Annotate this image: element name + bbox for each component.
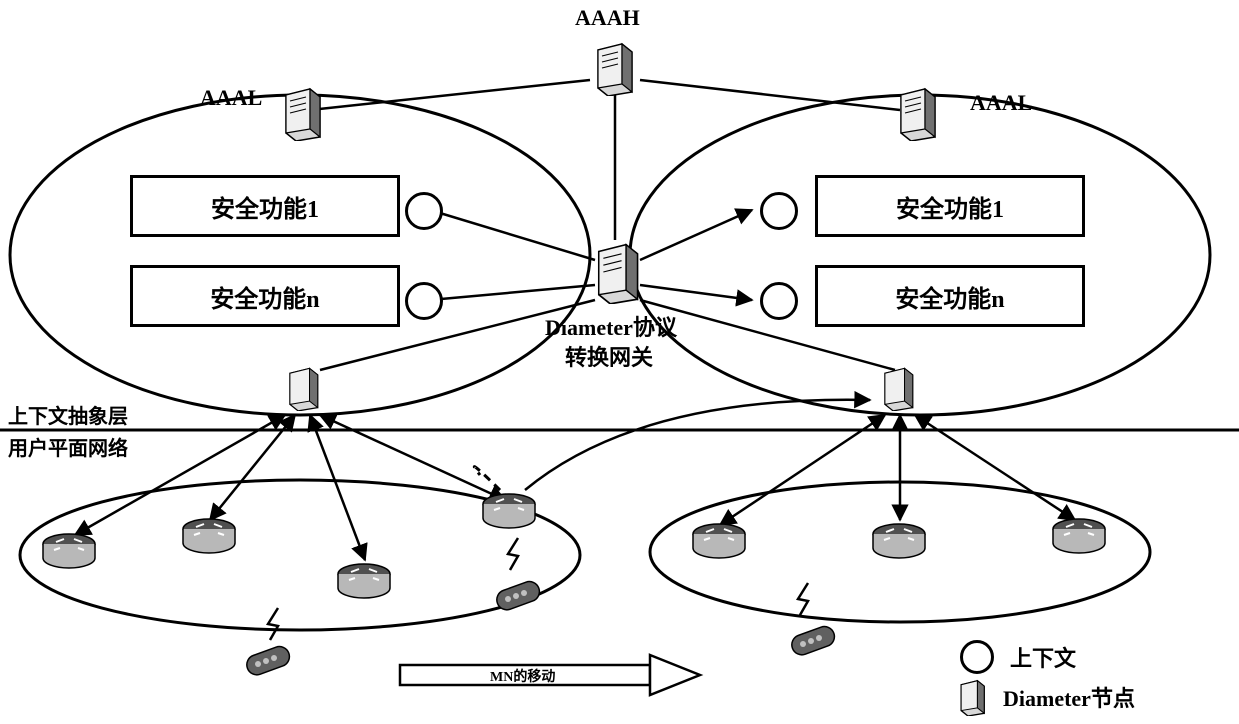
context-circle-l1 (405, 192, 443, 230)
sec-func-1-right: 安全功能1 (815, 175, 1085, 237)
layer-bottom-label: 用户平面网络 (8, 432, 128, 461)
server-icon-aaah (592, 40, 636, 96)
context-circle-l2 (405, 282, 443, 320)
aaal-right-label: AAAL (970, 90, 1032, 116)
router-icon (180, 515, 238, 557)
context-circle-r2 (760, 282, 798, 320)
router-icon (690, 520, 748, 562)
phone-icon (490, 575, 550, 615)
router-icon (480, 490, 538, 532)
router-icon (1050, 515, 1108, 557)
gateway-label-1: Diameter协议 (545, 310, 677, 342)
legend-context-label: 上下文 (1010, 641, 1076, 673)
sec-func-n-right: 安全功能n (815, 265, 1085, 327)
legend-server-icon (957, 678, 987, 716)
server-icon-left-node (285, 365, 321, 411)
legend-context: 上下文 (960, 640, 1076, 674)
server-icon-aaal-right (895, 85, 939, 141)
router-icon (870, 520, 928, 562)
sec-func-1-right-text: 安全功能1 (896, 189, 1004, 224)
sec-func-1-left-text: 安全功能1 (211, 189, 319, 224)
router-icon (335, 560, 393, 602)
aaah-label: AAAH (575, 5, 640, 31)
server-icon-gateway (592, 240, 642, 304)
legend-circle-icon (960, 640, 994, 674)
sec-func-n-left-text: 安全功能n (210, 279, 319, 314)
phone-icon (240, 640, 300, 680)
mn-move-label: MN的移动 (490, 666, 555, 686)
gateway-label-2: 转换网关 (565, 340, 653, 372)
legend-diameter: Diameter节点 (957, 678, 1135, 716)
sec-func-n-left: 安全功能n (130, 265, 400, 327)
aaal-left-label: AAAL (200, 85, 262, 111)
context-circle-r1 (760, 192, 798, 230)
server-icon-aaal-left (280, 85, 324, 141)
sec-func-1-left: 安全功能1 (130, 175, 400, 237)
router-icon (40, 530, 98, 572)
layer-top-label: 上下文抽象层 (8, 400, 128, 429)
phone-icon (785, 620, 845, 660)
server-icon-right-node (880, 365, 916, 411)
sec-func-n-right-text: 安全功能n (895, 279, 1004, 314)
legend-diameter-label: Diameter节点 (1003, 681, 1135, 713)
